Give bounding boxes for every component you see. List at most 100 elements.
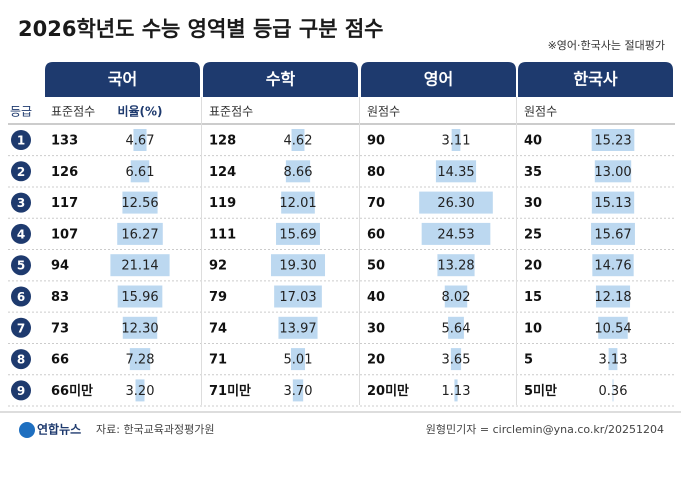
ratio-bar [278,316,318,339]
ratio-label: 24.53 [437,227,474,242]
ratio-label: 12.56 [121,196,158,211]
ratio-bar [419,191,493,214]
score: 50 [367,259,385,274]
grade-badge [11,223,31,244]
score: 94 [51,259,69,274]
grade-badge [11,192,31,213]
ratio-bar [591,191,635,214]
ratio-bar [454,379,458,402]
ratio-bar [598,316,628,339]
ratio-label: 1.13 [442,384,471,399]
score: 15 [524,290,542,305]
score: 111 [209,227,236,242]
grade-badge [11,317,31,338]
ratio-bar [435,160,477,183]
grade-badge [11,161,31,182]
score: 124 [209,165,236,180]
grade-badge [11,380,31,401]
grade-number: 1 [17,134,25,148]
grade-badge [11,130,31,150]
section-name: 국어 [108,70,137,89]
ratio-bar [448,316,464,339]
ratio-label: 15.96 [121,290,158,305]
score: 107 [51,227,78,242]
score: 70 [367,196,385,211]
ratio-bar [451,129,461,151]
ratio-label: 3.13 [599,353,628,368]
grade-number: 3 [17,196,25,210]
ratio-label: 13.00 [594,165,631,180]
section-name: 영어 [424,70,453,89]
ratio-bar [291,129,305,151]
score: 5 [524,353,533,368]
ratio-label: 10.54 [594,321,631,336]
ratio-header: 비율(%) [117,104,162,119]
logo: 연합뉴스 [37,422,81,437]
ratio-bar [594,160,632,183]
ratio-label: 12.18 [594,290,631,305]
ratio-bar [270,254,326,277]
score: 20 [524,259,542,274]
section-name: 한국사 [573,70,617,89]
score: 66 [51,353,69,368]
score: 128 [209,134,236,149]
ratio-bar [437,254,475,277]
ratio-label: 26.30 [437,196,474,211]
ratio-label: 8.66 [284,165,313,180]
score: 92 [209,259,227,274]
ratio-label: 15.69 [279,227,316,242]
ratio-bar [450,348,462,371]
score: 133 [51,134,78,149]
ratio-label: 14.35 [437,165,474,180]
score: 60 [367,227,385,242]
ratio-bar [110,254,170,277]
ratio-bar [274,285,322,308]
note: ※영어·한국사는 절대평가 [548,39,665,52]
ratio-label: 3.20 [126,384,155,399]
section-tab [361,62,516,97]
ratio-label: 15.23 [594,134,631,149]
ratio-label: 16.27 [121,227,158,242]
ratio-bar [130,160,150,183]
ratio-bar [285,160,311,183]
ratio-label: 13.28 [437,259,474,274]
ratio-label: 3.11 [442,134,471,149]
grade-number: 4 [17,227,25,241]
ratio-bar [612,379,614,402]
score-header: 표준점수 [209,105,253,119]
title: 2026학년도 수능 영역별 등급 구분 점수 [18,17,383,41]
ratio-bar [290,348,306,371]
ratio-label: 6.61 [126,165,155,180]
grade-badge [11,286,31,307]
ratio-label: 15.67 [594,227,631,242]
score: 119 [209,196,236,211]
grade-badge [11,349,31,370]
ratio-label: 3.65 [442,353,471,368]
grade-badge [11,255,31,276]
score: 5미만 [524,383,557,399]
ratio-label: 8.02 [442,290,471,305]
ratio-label: 4.62 [284,134,313,149]
score: 71미만 [209,383,251,399]
grade-number: 8 [17,353,25,367]
ratio-label: 3.70 [284,384,313,399]
ratio-bar [133,129,147,151]
ratio-bar [591,129,635,151]
ratio-bar [444,285,468,308]
ratio-bar [276,222,320,245]
ratio-bar [421,222,491,245]
score: 20 [367,353,385,368]
ratio-label: 5.64 [442,321,471,336]
ratio-label: 19.30 [279,259,316,274]
score: 40 [367,290,385,305]
source: 자료: 한국교육과정평가원 [96,423,215,436]
credit: 원형민기자 = circlemin@yna.co.kr/20251204 [426,423,664,436]
score: 126 [51,165,78,180]
ratio-label: 4.67 [126,134,155,149]
score: 79 [209,290,227,305]
ratio-label: 7.28 [126,353,155,368]
score: 73 [51,321,69,336]
section-tab [518,62,673,97]
score: 80 [367,165,385,180]
